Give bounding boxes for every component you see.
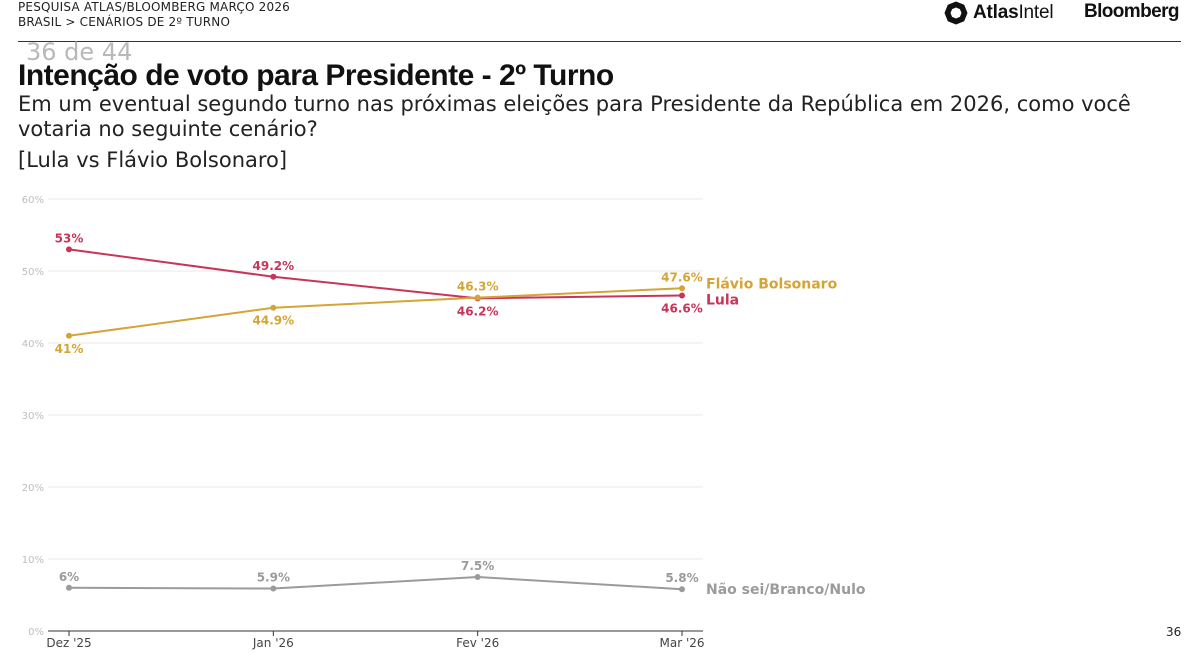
data-point	[270, 304, 277, 311]
bloomberg-logo: Bloomberg	[1084, 1, 1179, 22]
page-counter: 36 de 44	[26, 38, 133, 66]
x-tick-label: Dez '25	[46, 636, 91, 650]
y-tick-label: 60%	[22, 195, 44, 206]
data-label: 47.6%	[661, 270, 703, 284]
y-tick-label: 20%	[22, 483, 44, 494]
page-number: 36	[1166, 625, 1182, 639]
data-label: 46.3%	[457, 280, 499, 294]
y-tick-label: 30%	[22, 411, 44, 422]
atlasintel-logo: AtlasIntel	[944, 1, 1054, 25]
data-point	[679, 292, 685, 299]
data-label: 41%	[55, 342, 84, 356]
chart-title: Intenção de voto para Presidente - 2º Tu…	[18, 59, 614, 92]
series-line	[68, 575, 683, 591]
data-label: 46.2%	[457, 304, 499, 318]
x-tick-label: Fev '26	[456, 636, 499, 650]
data-point	[679, 586, 685, 593]
data-point	[679, 285, 685, 292]
x-tick-label: Jan '26	[252, 636, 294, 650]
data-label: 49.2%	[253, 259, 295, 273]
data-point	[66, 332, 72, 339]
y-tick-label: 50%	[22, 267, 44, 278]
data-label: 53%	[55, 231, 84, 245]
data-point	[474, 574, 481, 580]
data-point	[66, 246, 72, 253]
x-tick-label: Mar '26	[659, 636, 704, 650]
data-label: 46.6%	[661, 301, 703, 315]
series-line	[68, 287, 683, 337]
series-name-label: Não sei/Branco/Nulo	[706, 582, 866, 598]
series-line	[68, 248, 683, 300]
y-tick-label: 0%	[28, 627, 44, 638]
y-tick-label: 10%	[22, 555, 44, 566]
breadcrumb: BRASIL > CENÁRIOS DE 2º TURNO	[18, 15, 231, 29]
header-divider	[18, 41, 1181, 42]
data-point	[66, 584, 72, 591]
series-name-label: Flávio Bolsonaro	[706, 276, 838, 292]
data-label: 5.8%	[665, 571, 698, 585]
data-label: 6%	[59, 570, 79, 584]
data-label: 7.5%	[461, 559, 494, 573]
scenario-label: [Lula vs Flávio Bolsonaro]	[18, 148, 288, 172]
atlasintel-wordmark: AtlasIntel	[973, 2, 1054, 23]
survey-title: PESQUISA ATLAS/BLOOMBERG MARÇO 2026	[18, 0, 290, 14]
data-point	[270, 273, 277, 280]
series-name-label: Lula	[706, 292, 739, 308]
data-point	[474, 294, 481, 301]
data-label: 5.9%	[257, 571, 290, 585]
y-tick-label: 40%	[22, 339, 44, 350]
data-point	[270, 585, 277, 592]
survey-question: Em um eventual segundo turno nas próxima…	[18, 92, 1131, 141]
atlasintel-mark-icon	[944, 1, 968, 25]
data-label: 44.9%	[253, 314, 295, 328]
